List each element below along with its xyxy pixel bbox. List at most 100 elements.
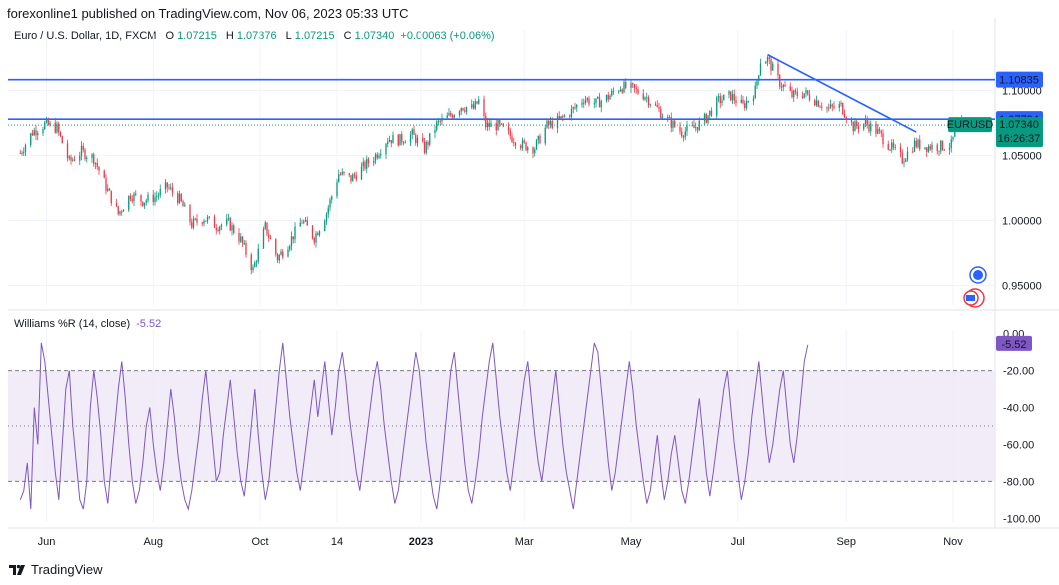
candle-body (201, 222, 203, 224)
candle-body (600, 101, 602, 108)
candle-body (926, 147, 928, 152)
candle-body (562, 116, 564, 118)
candle-body (23, 151, 25, 153)
candle-body (80, 146, 83, 156)
candle-body (875, 123, 877, 134)
candle-body (278, 254, 280, 261)
candle-body (611, 90, 613, 96)
price-tick-label: 1.05000 (1002, 151, 1042, 163)
candle-body (157, 195, 160, 197)
candle-body (716, 97, 718, 116)
candle-body (415, 134, 417, 144)
candle-body (532, 147, 534, 154)
candle-body (831, 104, 833, 107)
candle-body (303, 221, 305, 223)
candle-body (392, 134, 394, 144)
candle-body (710, 110, 713, 116)
candle-body (464, 110, 466, 112)
candle-body (93, 154, 95, 164)
candle-body (696, 127, 699, 131)
candle-body (240, 236, 242, 242)
candle-body (772, 63, 774, 71)
candle-body (880, 130, 882, 134)
candle-body (789, 86, 791, 91)
candle-body (838, 104, 840, 108)
williams-r-line (19, 342, 809, 511)
price-tick-label: 0.95000 (1002, 281, 1042, 293)
candle-body (341, 171, 343, 175)
candle-body (642, 93, 644, 100)
candle-body (808, 94, 811, 101)
candle-body (856, 121, 858, 127)
candle-body (192, 218, 195, 228)
candlestick-series (19, 54, 963, 275)
candle-body (31, 133, 34, 136)
candle-body (950, 139, 952, 148)
candle-body (460, 107, 462, 112)
candle-body (488, 122, 490, 127)
candle-body (691, 125, 693, 127)
candle-body (563, 115, 566, 117)
candle-body (612, 90, 615, 93)
candle-body (588, 98, 590, 105)
candle-body (355, 175, 357, 180)
candle-body (98, 166, 100, 171)
candle-body (72, 159, 74, 161)
candle-body (843, 114, 846, 118)
candle-body (178, 193, 181, 204)
candle-body (514, 142, 517, 146)
candle-body (189, 204, 191, 223)
candle-body (586, 98, 588, 101)
candle-body (44, 122, 46, 130)
candle-body (409, 134, 412, 143)
candle-body (791, 90, 793, 98)
candle-body (672, 120, 674, 128)
candle-body (448, 113, 450, 116)
candle-body (770, 59, 772, 71)
candle-body (495, 123, 497, 131)
candle-body (658, 107, 660, 110)
candle-body (94, 162, 97, 164)
candle-body (483, 99, 485, 117)
candle-body (593, 103, 595, 105)
candle-body (427, 141, 429, 145)
candle-body (324, 220, 326, 231)
candle-body (943, 149, 945, 151)
candle-body (796, 91, 798, 97)
candle-body (894, 146, 896, 148)
candle-body (912, 151, 914, 153)
candle-body (817, 100, 819, 107)
candle-body (56, 123, 58, 133)
candle-body (598, 97, 601, 108)
candle-body (128, 195, 130, 210)
candle-body (59, 131, 62, 137)
candle-body (329, 199, 331, 208)
candle-body (364, 161, 366, 169)
candle-body (367, 159, 370, 164)
candle-body (331, 196, 333, 200)
candle-body (315, 233, 317, 243)
candle-body (534, 149, 536, 154)
candle-body (437, 120, 440, 122)
candle-body (122, 209, 125, 212)
candle-body (352, 174, 354, 182)
candle-body (919, 139, 921, 149)
candle-body (728, 91, 730, 95)
candle-body (870, 123, 872, 132)
candle-body (299, 222, 301, 227)
candle-body (623, 81, 625, 93)
candle-body (511, 136, 513, 143)
candle-body (327, 207, 329, 214)
candle-body (537, 135, 539, 141)
candle-body (84, 149, 86, 160)
candle-body (213, 216, 216, 228)
candle-body (667, 117, 669, 119)
candle-body (539, 135, 541, 144)
candle-body (850, 119, 853, 123)
candle-body (595, 98, 597, 104)
candle-body (423, 141, 426, 153)
candle-body (828, 107, 830, 109)
candle-body (854, 121, 856, 132)
candle-body (441, 118, 443, 122)
